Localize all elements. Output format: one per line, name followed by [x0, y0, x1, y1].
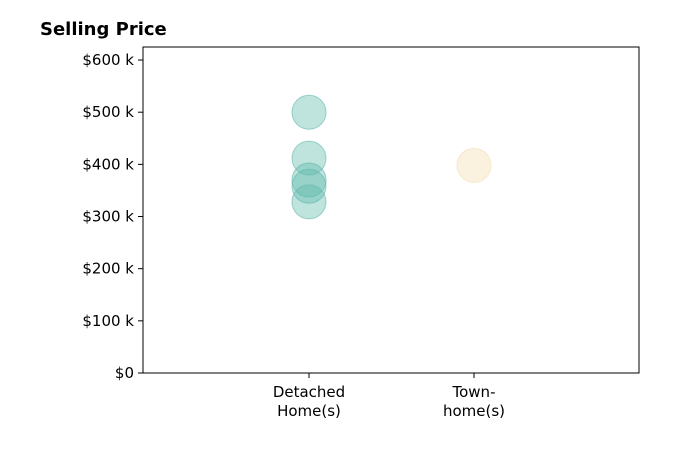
x-tick-label: Detached Home(s) [273, 383, 345, 420]
data-point [291, 168, 327, 204]
y-tick-label: $300 k [82, 208, 134, 226]
x-tick-label: Town-home(s) [443, 383, 505, 420]
data-point [291, 94, 327, 130]
data-point [456, 147, 492, 183]
points-layer [291, 94, 492, 220]
data-point [291, 184, 327, 220]
plot-frame [142, 46, 640, 374]
y-axis: $0 $100 k $200 k $300 k $400 k $500 k $600 k [82, 51, 143, 382]
x-axis: Detached Home(s) Town-home(s) [273, 373, 505, 420]
y-tick-label: $600 k [82, 51, 134, 69]
chart-title: Selling Price [40, 19, 167, 40]
y-tick-label: $0 [115, 364, 134, 382]
y-tick-label: $100 k [82, 312, 134, 330]
y-tick-label: $200 k [82, 260, 134, 278]
y-tick-label: $400 k [82, 155, 134, 173]
data-point [291, 140, 327, 176]
y-tick-label: $500 k [82, 103, 134, 121]
